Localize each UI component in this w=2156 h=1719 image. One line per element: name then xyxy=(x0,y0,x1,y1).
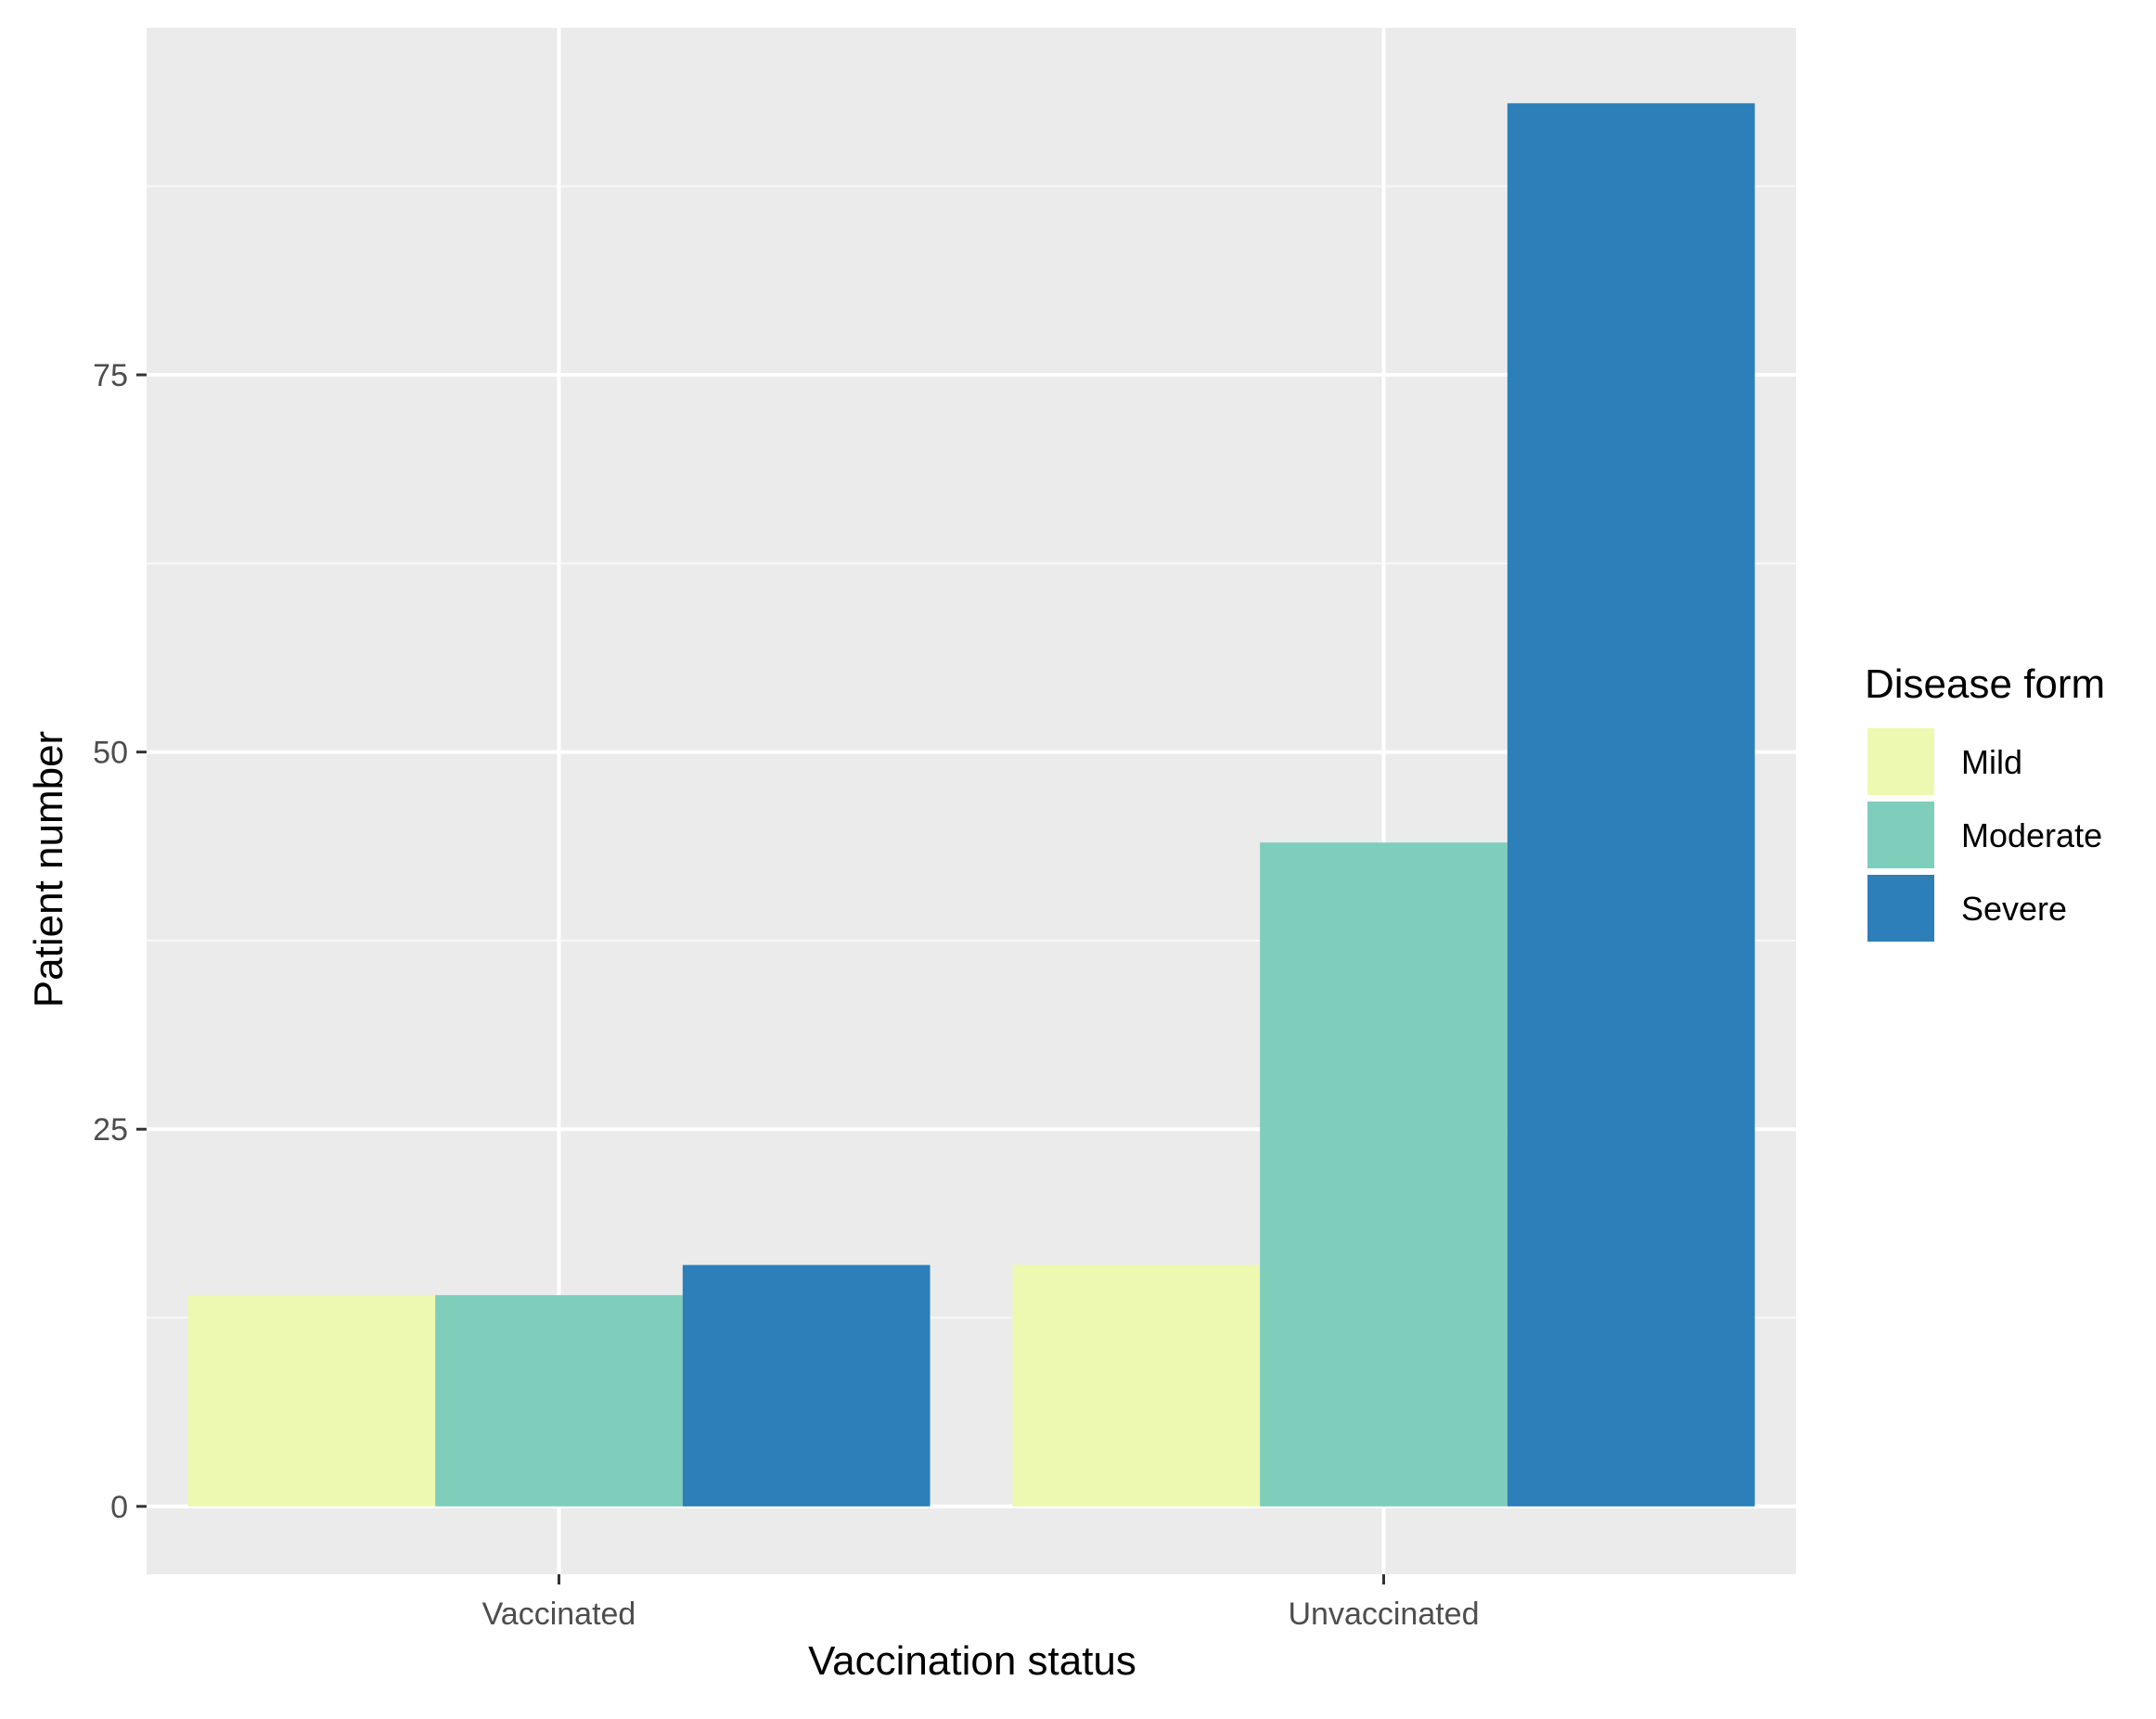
legend-label-severe: Severe xyxy=(1961,890,2067,928)
bar-severe-vaccinated xyxy=(682,1264,930,1507)
legend-key-mild xyxy=(1867,728,1934,795)
x-tick-label: Unvaccinated xyxy=(1288,1597,1479,1632)
bar-mild-unvaccinated xyxy=(1012,1264,1261,1507)
axes: 0 25 50 75 Vaccinated Unvaccinated xyxy=(93,358,1479,1632)
y-tick-label: 0 xyxy=(110,1490,128,1525)
legend-label-mild: Mild xyxy=(1961,743,2022,781)
x-axis-title: Vaccination status xyxy=(808,1638,1136,1684)
bar-moderate-vaccinated xyxy=(435,1295,683,1507)
y-tick-label: 50 xyxy=(93,736,128,771)
legend-title: Disease form xyxy=(1865,661,2105,707)
bars xyxy=(187,103,1755,1507)
y-tick-label: 75 xyxy=(93,358,128,393)
legend: Disease form Mild Moderate Severe xyxy=(1865,661,2105,942)
bar-severe-unvaccinated xyxy=(1507,103,1755,1507)
legend-items: Mild Moderate Severe xyxy=(1867,728,2102,942)
y-axis-title: Patient number xyxy=(26,731,71,1007)
legend-key-severe xyxy=(1867,875,1934,942)
bar-mild-vaccinated xyxy=(187,1295,436,1507)
legend-key-moderate xyxy=(1867,802,1934,868)
y-tick-label: 25 xyxy=(93,1112,128,1148)
bar-moderate-unvaccinated xyxy=(1260,842,1508,1507)
legend-label-moderate: Moderate xyxy=(1961,816,2102,854)
x-tick-label: Vaccinated xyxy=(482,1597,636,1632)
